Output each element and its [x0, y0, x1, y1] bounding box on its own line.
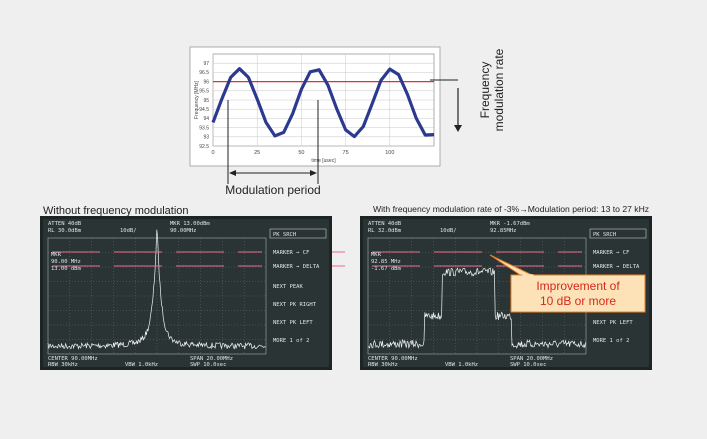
x-tick-label: 100 — [385, 150, 394, 156]
softkey-label: MARKER → CF — [593, 250, 629, 256]
callout-box — [510, 274, 646, 313]
softkey-label: PK SRCH — [273, 232, 296, 238]
y-tick-label: 96 — [203, 79, 209, 85]
softkey-label: MORE 1 of 2 — [593, 338, 629, 344]
marker-readout: 92.85 MHz — [371, 259, 401, 265]
screen-header: 90.00MHz — [170, 228, 197, 234]
callout: Improvement of 10 dB or more — [489, 254, 646, 313]
softkey-label: MARKER → CF — [273, 250, 309, 256]
screen-header: ATTEN 40dB — [368, 221, 402, 227]
screen-footer: RBW 30kHz — [368, 362, 398, 368]
x-tick-label: 0 — [211, 150, 214, 156]
y-axis-label: Frequency [MHz] — [194, 80, 200, 119]
callout-text: 10 dB or more — [540, 294, 616, 308]
screen-header: RL 32.0dBm — [368, 228, 402, 234]
marker-readout: 90.00 MHz — [51, 259, 81, 265]
callout-text: Improvement of — [536, 279, 620, 293]
y-tick-label: 94 — [203, 116, 209, 122]
screen-footer: SWP 10.0sec — [510, 362, 546, 368]
screen-footer: VBW 1.0kHz — [125, 362, 158, 368]
softkey-label: NEXT PK RIGHT — [273, 302, 317, 308]
y-tick-label: 97 — [203, 61, 209, 67]
x-tick-label: 25 — [254, 150, 260, 156]
screen-header: 92.85MHz — [490, 228, 517, 234]
screen-header: RL 30.0dBm — [48, 228, 82, 234]
screen-footer: CENTER 90.00MHz — [368, 356, 418, 362]
marker-readout: 13.00 dBm — [51, 266, 81, 272]
y-tick-label: 92.5 — [199, 144, 209, 150]
y-tick-label: 95 — [203, 98, 209, 104]
marker-readout: MKR — [51, 252, 62, 258]
screen-footer: SPAN 20.00MHz — [190, 356, 233, 362]
x-axis-label: time [usec] — [311, 158, 336, 164]
period-label: Modulation period — [225, 183, 320, 197]
softkey-frame — [269, 228, 327, 239]
screen-header: MKR 13.00dBm — [170, 221, 210, 227]
y-tick-label: 94.5 — [199, 107, 209, 113]
left-caption: Without frequency modulation — [43, 205, 189, 217]
spectrum-trace — [47, 229, 266, 350]
arrow-head — [229, 170, 236, 176]
y-tick-label: 93 — [203, 135, 209, 141]
rate-label-2: modulation rate — [492, 48, 506, 131]
screen-header: 10dB/ — [440, 228, 457, 234]
arrow-head — [310, 170, 317, 176]
marker-readout: -1.67 dBm — [371, 266, 401, 272]
softkey-label: NEXT PK LEFT — [273, 320, 313, 326]
softkey-label: MARKER → DELTA — [593, 264, 640, 270]
y-tick-label: 93.5 — [199, 125, 209, 131]
arrow-head — [454, 125, 462, 132]
rate-label-1: Frequency — [478, 62, 492, 119]
screen-header: 10dB/ — [120, 228, 137, 234]
x-tick-label: 50 — [298, 150, 304, 156]
line-series — [211, 67, 435, 139]
screen-footer: SPAN 20.00MHz — [510, 356, 553, 362]
screen-footer: VBW 1.0kHz — [445, 362, 478, 368]
screen-footer: CENTER 90.00MHz — [48, 356, 98, 362]
screen-footer: RBW 30kHz — [48, 362, 78, 368]
softkey-frame — [589, 228, 647, 239]
graticule-frame — [47, 237, 267, 355]
spectrum-trace — [367, 267, 586, 349]
screen-footer: SWP 10.0sec — [190, 362, 226, 368]
modulation-chart: 92.5 93 93.5 94 94.5 95 95.5 96 96.5 97 0 25 50 75 100… — [189, 46, 441, 167]
screen-header: ATTEN 40dB — [48, 221, 82, 227]
right-caption: With frequency modulation rate of -3%→Mo… — [373, 204, 649, 214]
marker-readout: MKR — [371, 252, 382, 258]
softkey-label: MORE 1 of 2 — [273, 338, 309, 344]
softkey-label: MARKER → DELTA — [273, 264, 320, 270]
softkey-label: NEXT PEAK — [273, 284, 303, 290]
y-tick-label: 96.5 — [199, 70, 209, 76]
softkey-label: NEXT PK LEFT — [593, 320, 633, 326]
x-tick-label: 75 — [343, 150, 349, 156]
screen-header: MKR -1.67dBm — [490, 221, 530, 227]
y-tick-label: 95.5 — [199, 89, 209, 95]
softkey-label: PK SRCH — [593, 232, 616, 238]
